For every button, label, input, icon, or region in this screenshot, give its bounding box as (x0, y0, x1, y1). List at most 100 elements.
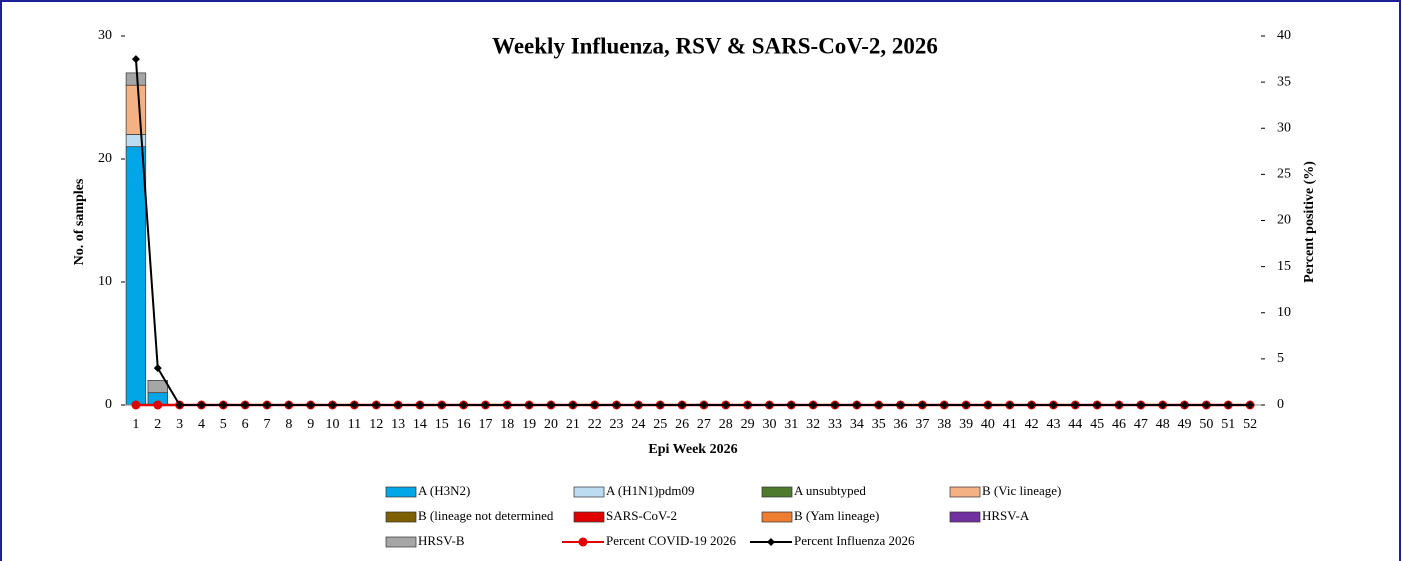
line-series (134, 58, 1251, 406)
line-marker (1093, 401, 1102, 409)
x-tick-label: 47 (1134, 417, 1148, 432)
line-marker (831, 401, 839, 409)
line-marker (547, 401, 555, 409)
x-tick-label: 33 (828, 417, 842, 432)
line-marker (328, 401, 337, 409)
x-tick-label: 15 (435, 417, 449, 432)
line-marker (1005, 401, 1014, 409)
bar-segment (147, 380, 168, 394)
y-tick-label: 20 (98, 151, 112, 166)
x-tick-label: 36 (894, 417, 908, 432)
y-tick-label: 30 (98, 28, 112, 43)
x-tick-label: 19 (522, 417, 536, 432)
x-tick-label: 39 (959, 417, 973, 432)
x-tick-label: 30 (762, 417, 776, 432)
x-tick-label: 31 (784, 417, 798, 432)
line-marker (896, 401, 905, 409)
x-tick-label: 44 (1068, 417, 1082, 432)
x-tick-label: 8 (285, 417, 292, 432)
y2-tick-label: 5 (1277, 351, 1284, 366)
x-tick-label: 43 (1046, 417, 1060, 432)
x-tick-label: 5 (220, 417, 227, 432)
line-marker (656, 401, 665, 409)
line-marker (197, 401, 206, 409)
line-marker (743, 401, 752, 409)
x-tick-label: 32 (806, 417, 820, 432)
y2-tick-label: 25 (1277, 167, 1291, 182)
chart-title: Weekly Influenza, RSV & SARS-CoV-2, 2026 (492, 33, 938, 58)
y2-axis-title: Percent positive (%) (1302, 161, 1317, 283)
y-tick-label: 0 (105, 397, 112, 412)
x-tick-label: 4 (198, 417, 205, 432)
x-tick-label: 40 (981, 417, 995, 432)
x-tick-label: 28 (719, 417, 733, 432)
y2-tick-label: 15 (1277, 259, 1291, 274)
x-tick-label: 49 (1178, 417, 1192, 432)
bar-segment (125, 72, 147, 86)
legend-label: B (lineage not determined (418, 508, 554, 523)
legend-swatch (949, 511, 981, 523)
line-marker (699, 401, 708, 409)
line-marker (1180, 401, 1189, 409)
line-marker (350, 401, 359, 409)
x-tick-label: 25 (653, 417, 667, 432)
line-marker (481, 401, 490, 409)
legend-label: Percent Influenza 2026 (794, 533, 915, 548)
line-marker (568, 401, 577, 409)
x-tick-label: 3 (176, 417, 183, 432)
line-marker (175, 401, 184, 409)
x-tick-label: 11 (348, 417, 361, 432)
line-marker (394, 401, 403, 409)
x-tick-label: 45 (1090, 417, 1104, 432)
legend-label: A (H3N2) (418, 483, 470, 498)
y2-tick-label: 0 (1277, 397, 1284, 412)
x-tick-label: 46 (1112, 417, 1126, 432)
line-marker (437, 401, 446, 409)
line-marker (525, 401, 534, 409)
line-marker (612, 401, 621, 409)
line-marker (131, 55, 140, 64)
line-marker (590, 401, 599, 409)
line-marker (678, 401, 687, 409)
x-tick-label: 52 (1243, 417, 1257, 432)
x-tick-label: 34 (850, 417, 864, 432)
legend-swatch (949, 486, 981, 498)
x-tick-label: 2 (154, 417, 161, 432)
line-marker (1136, 401, 1145, 409)
y2-tick-label: 35 (1277, 74, 1291, 89)
x-tick-label: 16 (457, 417, 471, 432)
x-tick-label: 42 (1025, 417, 1039, 432)
x-tick-label: 48 (1156, 417, 1170, 432)
x-tick-label: 27 (697, 417, 711, 432)
line-marker (787, 401, 796, 409)
legend-swatch (573, 486, 605, 498)
line-marker (634, 401, 643, 409)
x-tick-label: 37 (915, 417, 929, 432)
line-marker (503, 401, 512, 409)
line-marker (1027, 401, 1036, 409)
x-tick-label: 7 (264, 417, 271, 432)
x-tick-label: 1 (132, 417, 139, 432)
y2-tick-label: 20 (1277, 213, 1291, 228)
x-tick-label: 41 (1003, 417, 1017, 432)
legend-swatch (573, 511, 605, 523)
x-tick-label: 14 (413, 417, 427, 432)
line-marker (153, 400, 163, 410)
x-tick-label: 26 (675, 417, 689, 432)
legend-swatch (385, 511, 417, 523)
legend-swatch (385, 486, 417, 498)
line-marker (1049, 401, 1058, 409)
line-marker (1071, 401, 1080, 409)
x-tick-label: 12 (369, 417, 383, 432)
legend-label: A (H1N1)pdm09 (606, 483, 694, 498)
x-tick-label: 20 (544, 417, 558, 432)
bar-segment (125, 84, 147, 135)
legend-marker (767, 538, 775, 546)
line-marker (219, 401, 228, 409)
x-tick-label: 13 (391, 417, 405, 432)
line-marker (415, 401, 424, 409)
line-marker (284, 401, 293, 409)
x-tick-label: 23 (610, 417, 624, 432)
line-marker (131, 400, 141, 410)
